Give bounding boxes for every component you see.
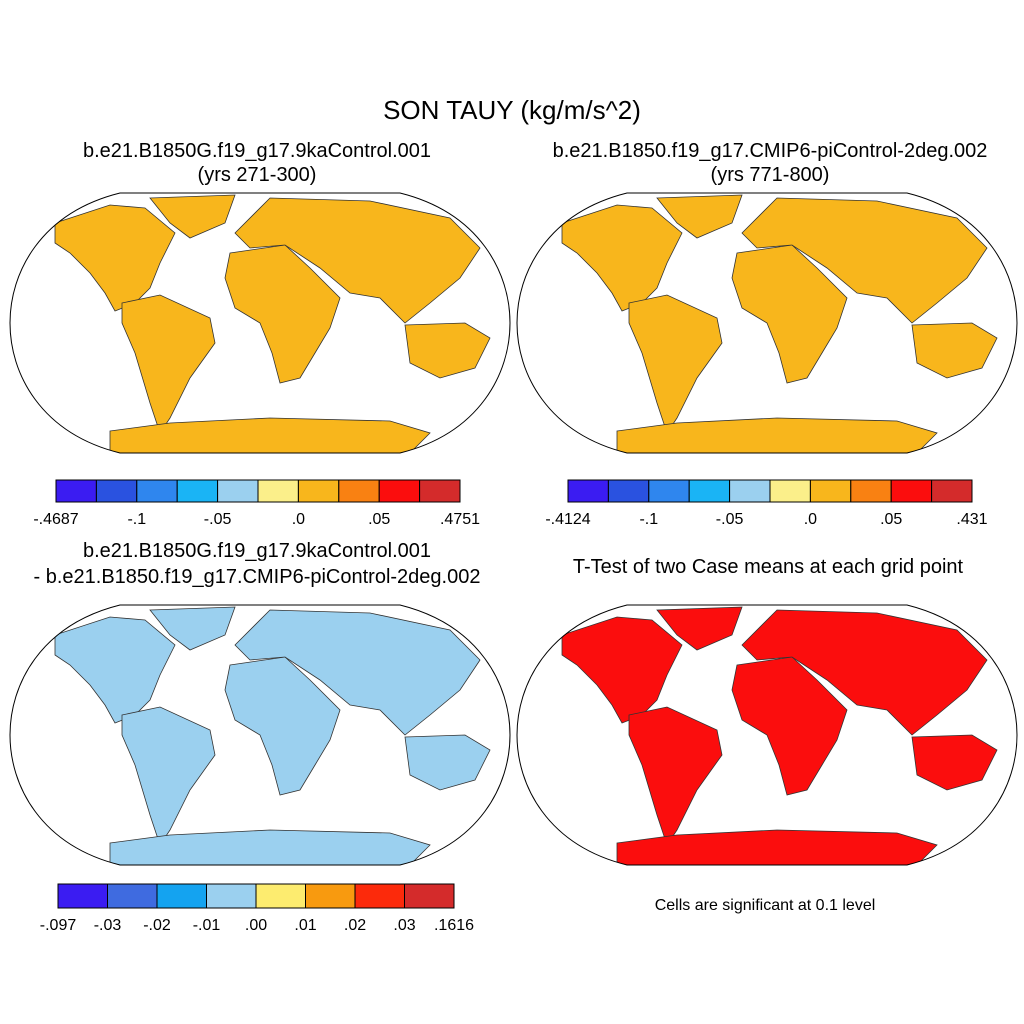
map-panel: T-Test of two Case means at each grid po…: [516, 556, 1018, 914]
colorbar-label: -.01: [193, 917, 221, 934]
colorbar-box: [607, 479, 650, 503]
colorbar-box: [419, 479, 461, 503]
main-title: SON TAUY (kg/m/s^2): [383, 95, 641, 125]
colorbar-box: [931, 479, 973, 503]
land: [561, 194, 998, 453]
map-panel: b.e21.B1850G.f19_g17.9kaControl.001 - b.e…: [9, 540, 511, 934]
map: [516, 192, 1018, 454]
colorbar-label: .4751: [440, 511, 480, 528]
colorbar-label: -.1: [127, 511, 146, 528]
colorbar-label: -.03: [94, 917, 122, 934]
colorbar-label: .01: [294, 917, 316, 934]
map-panel: b.e21.B1850G.f19_g17.9kaControl.001(yrs …: [9, 140, 511, 528]
map-panel: b.e21.B1850.f19_g17.CMIP6-piControl-2deg…: [516, 140, 1018, 528]
colorbar-label: -.02: [143, 917, 171, 934]
colorbar-label: -.4124: [545, 511, 590, 528]
land-field: [54, 606, 491, 865]
land: [54, 606, 491, 865]
colorbar-label: .05: [368, 511, 390, 528]
colorbar-box: [850, 479, 892, 503]
map: [9, 604, 511, 866]
colorbar-box: [404, 883, 455, 909]
land-field: [54, 194, 491, 453]
colorbar-label: -.1: [639, 511, 658, 528]
map: [516, 604, 1018, 866]
colorbar-box: [206, 883, 257, 909]
colorbar-box: [217, 479, 259, 503]
colorbar-box: [769, 479, 811, 503]
colorbar-label: -.05: [716, 511, 744, 528]
panel-title: (yrs 271-300): [198, 164, 317, 186]
panel-title: - b.e21.B1850.f19_g17.CMIP6-piControl-2d…: [34, 566, 481, 588]
map: [9, 192, 511, 454]
colorbar-box: [107, 883, 158, 909]
panel-title: T-Test of two Case means at each grid po…: [573, 556, 964, 578]
colorbar-box: [567, 479, 609, 503]
land-field: [561, 194, 998, 453]
colorbar-label: .02: [344, 917, 366, 934]
colorbar-label: .0: [292, 511, 305, 528]
panel-title: b.e21.B1850.f19_g17.CMIP6-piControl-2deg…: [553, 140, 988, 162]
panel-title: b.e21.B1850G.f19_g17.9kaControl.001: [83, 140, 431, 162]
colorbar-label: .0: [804, 511, 817, 528]
colorbar-box: [255, 883, 306, 909]
colorbar-box: [136, 479, 178, 503]
land: [54, 194, 491, 453]
colorbar-box: [890, 479, 933, 503]
colorbar-box: [729, 479, 771, 503]
colorbar-box: [809, 479, 852, 503]
colorbar-label: -.05: [204, 511, 232, 528]
colorbar-box: [354, 883, 405, 909]
colorbar-label: .1616: [434, 917, 474, 934]
colorbar-label: -.097: [40, 917, 77, 934]
colorbar-box: [297, 479, 340, 503]
colorbar-box: [338, 479, 380, 503]
colorbar-box: [305, 883, 356, 909]
panel-title: (yrs 771-800): [711, 164, 830, 186]
colorbar-label: -.4687: [33, 511, 78, 528]
land-field: [561, 606, 998, 865]
colorbar-box: [648, 479, 690, 503]
colorbar-box: [378, 479, 421, 503]
colorbar-box: [57, 883, 108, 909]
colorbar-box: [55, 479, 97, 503]
colorbar-box: [95, 479, 138, 503]
colorbar-box: [257, 479, 299, 503]
colorbar-box: [156, 883, 207, 909]
colorbar-box: [176, 479, 219, 503]
panels: b.e21.B1850G.f19_g17.9kaControl.001(yrs …: [9, 140, 1018, 934]
land: [561, 606, 998, 865]
colorbar-label: .03: [393, 917, 415, 934]
note: Cells are significant at 0.1 level: [655, 897, 876, 914]
panel-title: b.e21.B1850G.f19_g17.9kaControl.001: [83, 540, 431, 562]
colorbar-label: .05: [880, 511, 902, 528]
colorbar-box: [688, 479, 731, 503]
colorbar-label: .431: [956, 511, 987, 528]
colorbar-label: .00: [245, 917, 267, 934]
